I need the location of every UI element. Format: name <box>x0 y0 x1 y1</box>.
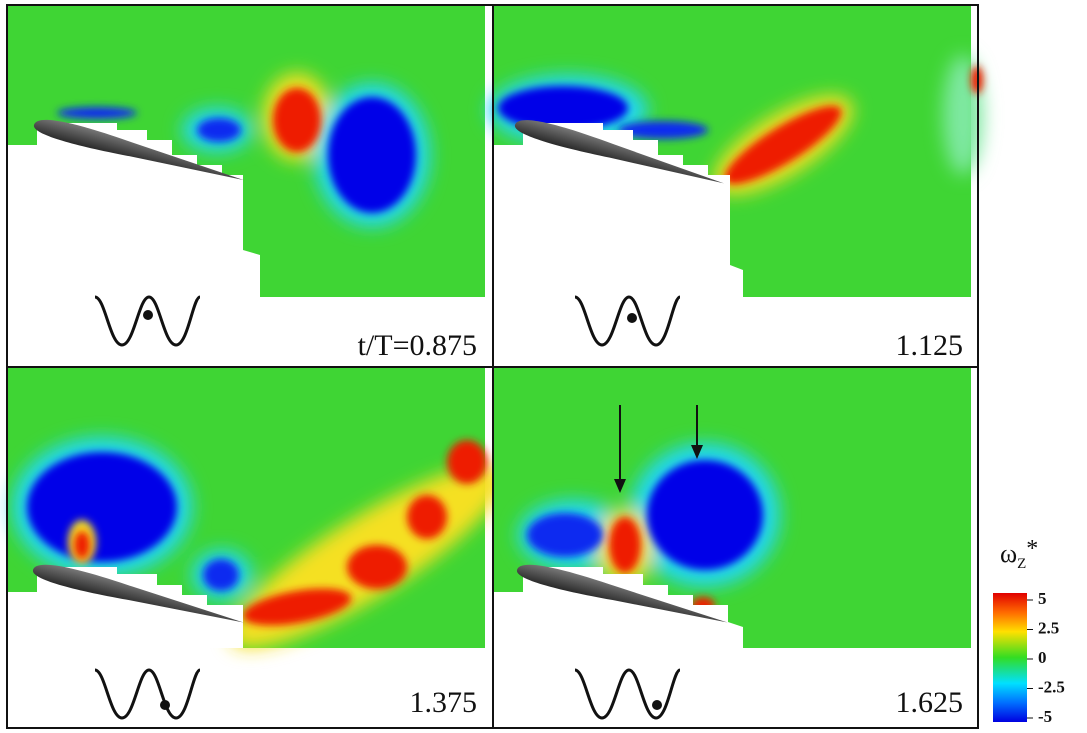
shape <box>57 107 137 119</box>
shape <box>203 559 239 591</box>
shape <box>407 495 447 539</box>
panel: 1.375 <box>7 367 524 719</box>
shape <box>160 700 170 710</box>
colorbar-tick-label: -5 <box>1038 707 1052 726</box>
colorbar-tick-label: 5 <box>1038 589 1047 608</box>
shape <box>95 670 200 718</box>
colorbar-scale <box>993 593 1027 722</box>
shape <box>328 97 416 213</box>
shape <box>447 440 487 484</box>
panel: t/T=0.875 <box>7 5 485 362</box>
panel-label: 1.375 <box>410 686 478 719</box>
shape <box>347 545 407 589</box>
shape: Z <box>1017 556 1026 572</box>
panel: 1.125 <box>488 5 983 362</box>
shape <box>95 297 200 345</box>
shape <box>143 310 153 320</box>
colorbar-tick-label: 2.5 <box>1038 618 1059 637</box>
colorbar: ωZ* 5 2.5 0 -2.5 -5 <box>993 536 1065 726</box>
shape <box>197 118 241 142</box>
shape <box>652 700 662 710</box>
panel-label: 1.625 <box>896 686 964 719</box>
shape <box>575 670 680 718</box>
panel-label: t/T=0.875 <box>358 329 477 362</box>
shape <box>575 297 680 345</box>
panel: 1.625 <box>493 367 971 719</box>
shape <box>627 313 637 323</box>
shape: ω <box>1000 539 1017 568</box>
shape <box>647 460 763 570</box>
shape <box>27 452 177 562</box>
shape <box>609 517 641 573</box>
figure: t/T=0.875 1.125 1.375 <box>0 0 1087 733</box>
shape <box>273 88 321 152</box>
colorbar-tick-label: 0 <box>1038 648 1047 667</box>
shape: * <box>1026 536 1038 562</box>
shape <box>74 531 90 559</box>
colorbar-tick-label: -2.5 <box>1038 677 1065 696</box>
shape <box>527 513 603 557</box>
colorbar-title: ωZ* <box>1000 536 1038 572</box>
panel-label: 1.125 <box>896 329 964 362</box>
